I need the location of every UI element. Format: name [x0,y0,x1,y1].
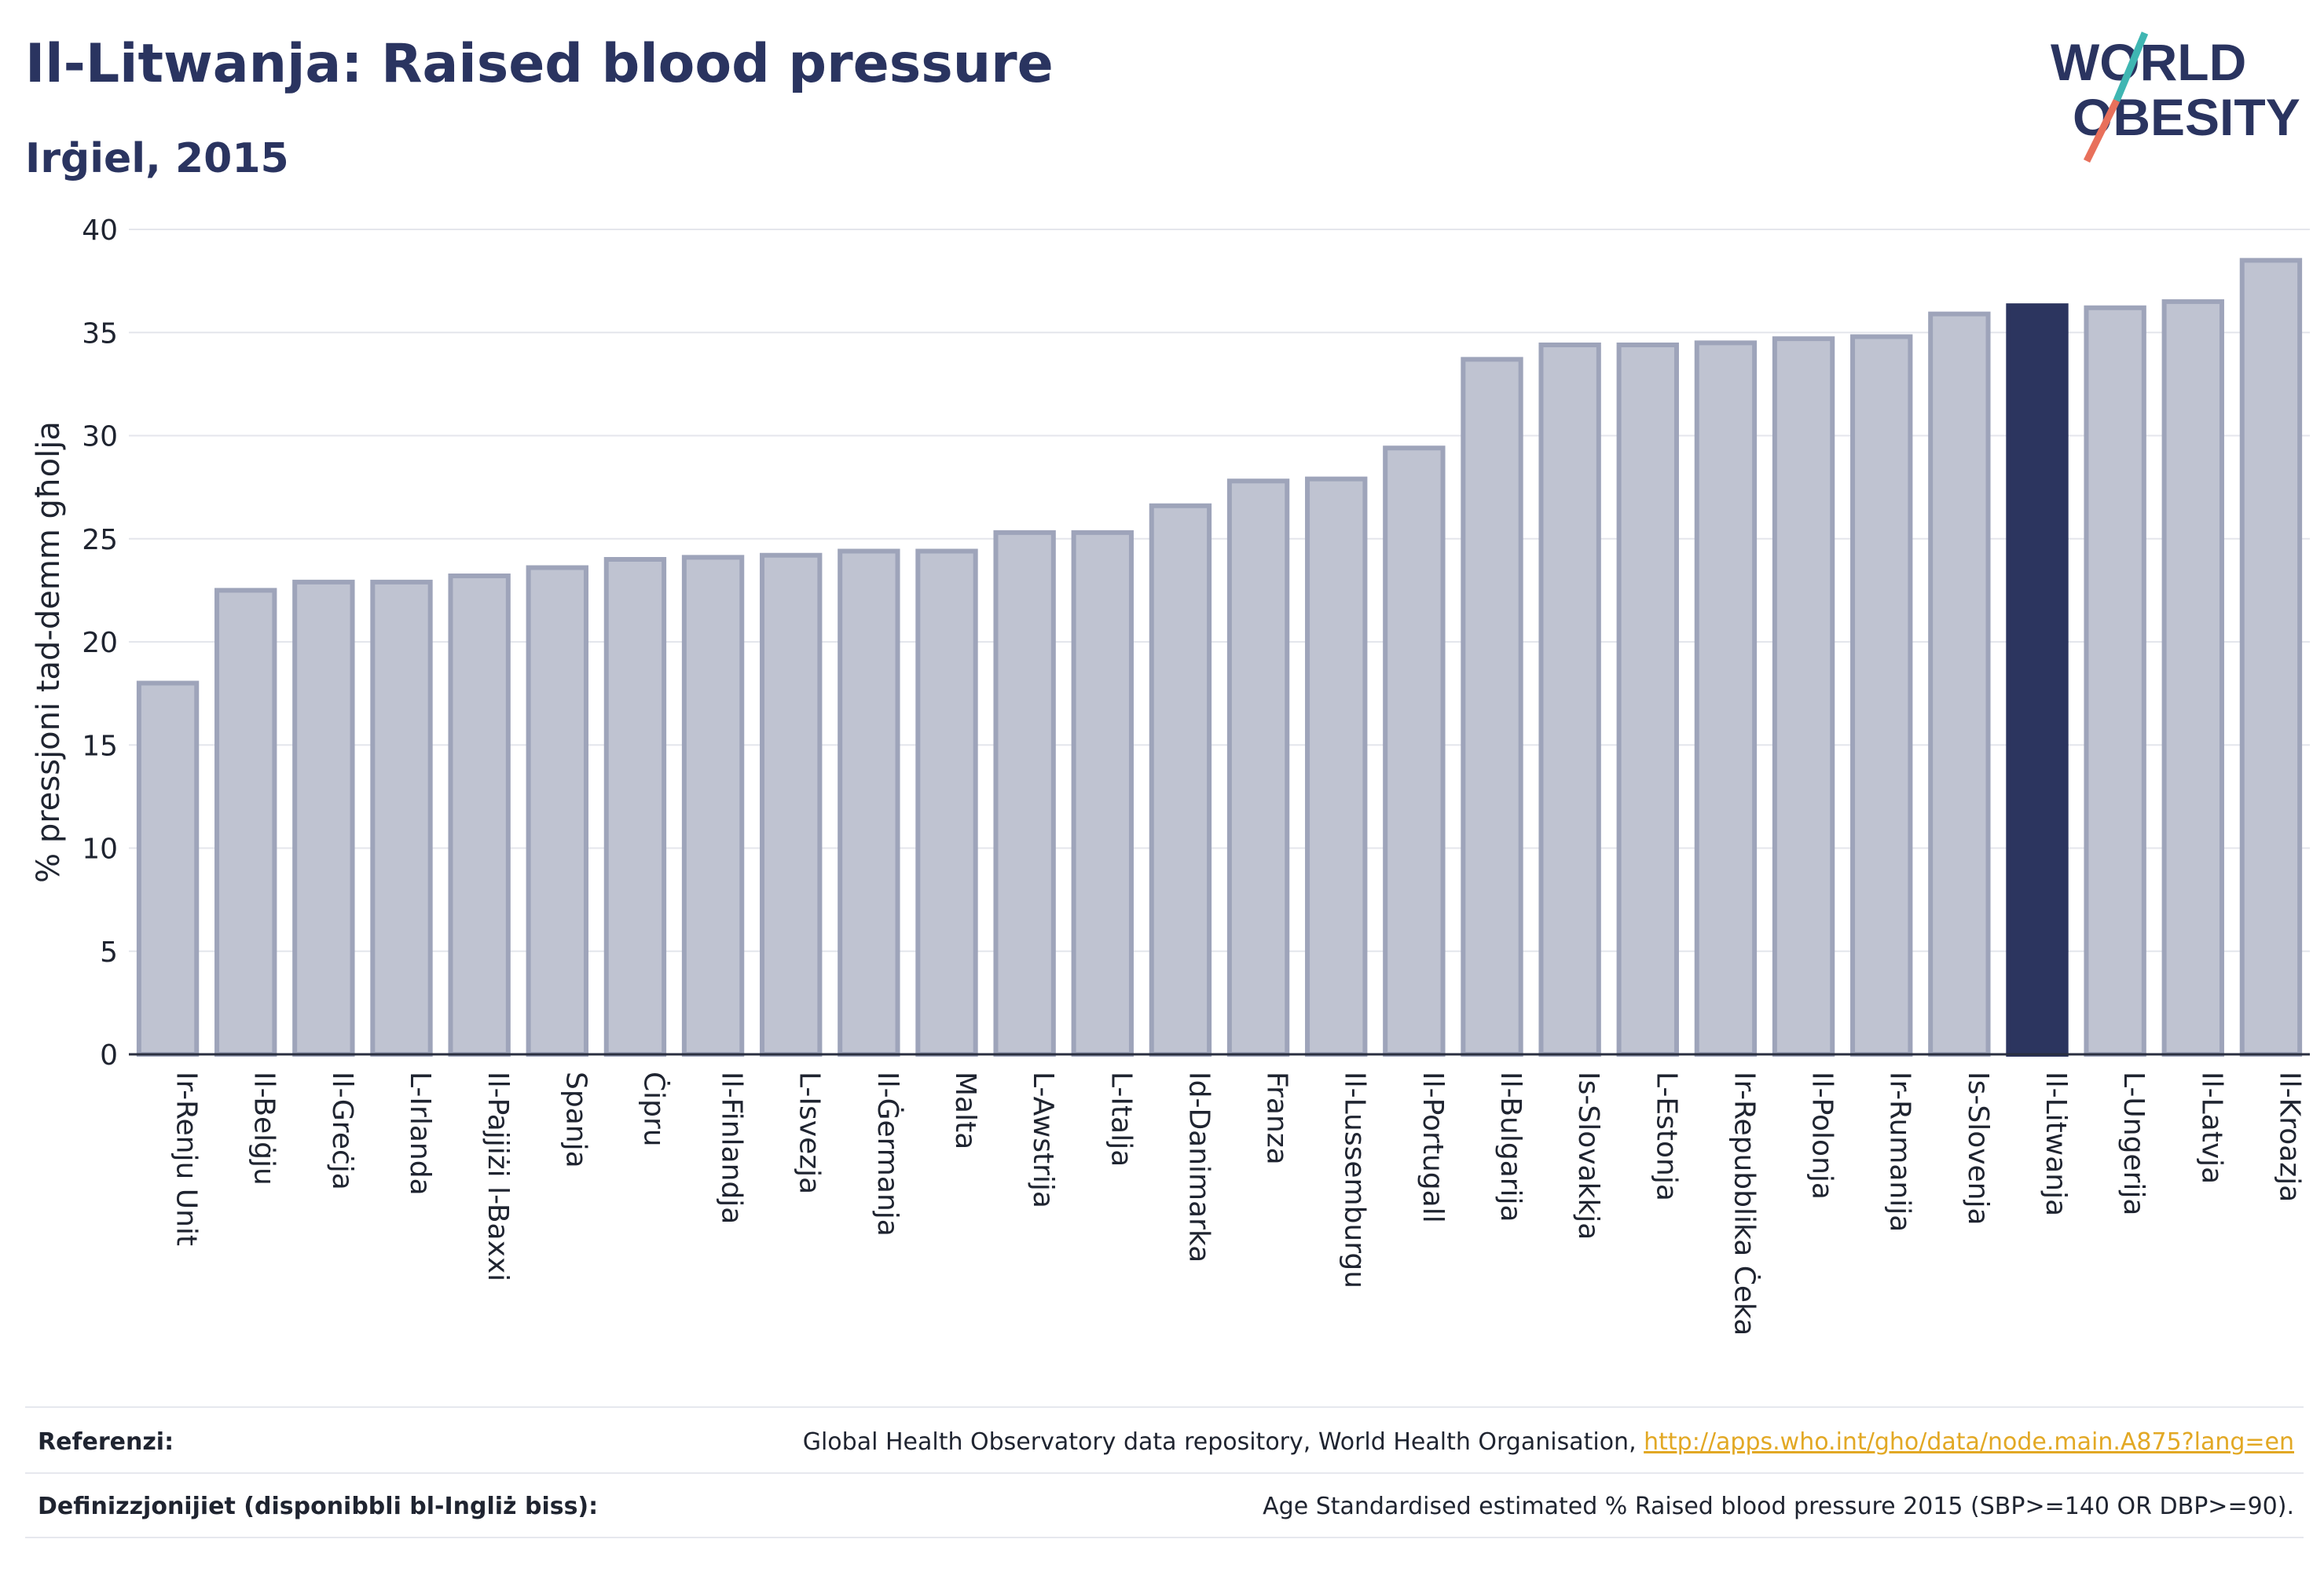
page-title: Il-Litwanja: Raised blood pressure [25,33,1054,95]
x-tick-label: L-Awstrija [1027,1072,1059,1208]
bar [1694,340,1758,1057]
page-subtitle: Irġiel, 2015 [25,135,289,182]
bar [448,574,511,1057]
y-tick-label: 25 [82,524,118,556]
x-tick-label: Ir-Repubblika Ċeka [1728,1072,1761,1336]
bar [760,552,823,1057]
x-tick-label: Franza [1261,1072,1293,1165]
bar [993,530,1056,1057]
bar [681,555,745,1057]
x-tick-label: L-Isvezja [794,1072,826,1194]
y-tick-label: 30 [82,421,118,453]
x-tick-label: Il-Latvja [2195,1072,2227,1184]
x-tick-label: Is-Slovenja [1962,1072,1994,1226]
x-tick-label: Il-Lussemburgu [1339,1072,1371,1288]
bar [136,680,200,1057]
bar [1226,478,1290,1057]
x-tick-label: Il-Ġermanja [871,1072,904,1237]
bar [1305,476,1368,1057]
bar [1850,334,1913,1057]
x-tick-label: Malta [949,1072,981,1149]
x-tick-label: Ir-Rumanija [1884,1072,1916,1232]
x-tick-label: Il-Greċja [326,1072,358,1190]
y-tick-label: 0 [100,1039,118,1072]
x-tick-label: Il-Kroazja [2273,1072,2305,1202]
x-tick-label: Spanja [559,1072,592,1168]
x-tick-label: Il-Bulgarija [1494,1072,1527,1222]
bar [1071,530,1134,1057]
bar [915,548,978,1057]
y-tick-label: 35 [82,317,118,350]
bar [603,557,667,1057]
x-tick-label: Ir-Renju Unit [170,1072,203,1246]
bar [370,579,433,1057]
bar [1149,503,1212,1057]
x-tick-label: Il-Pajjiżi l-Baxxi [482,1072,514,1281]
footer-divider-top [25,1406,2304,1408]
references-label: Referenzi: [38,1428,174,1456]
x-tick-label: L-Ungerija [2117,1072,2150,1215]
footer-divider-middle [25,1472,2304,1474]
logo-line1: WORLD [2051,33,2246,91]
y-tick-label: 10 [82,834,118,866]
x-tick-label: L-Estonja [1650,1072,1682,1201]
bar [214,588,277,1057]
bar [2006,303,2069,1057]
references-text: Global Health Observatory data repositor… [802,1428,1644,1456]
bar [292,579,355,1057]
world-obesity-logo: WORLD OBESITY [2051,31,2300,163]
x-tick-label: Il-Portugall [1417,1072,1449,1223]
bar [2084,305,2146,1057]
bar [2161,299,2224,1057]
x-tick-label: Il-Finlandja [716,1072,748,1224]
x-tick-label: Il-Polonja [1806,1072,1838,1200]
bar [838,548,900,1057]
x-tick-label: Il-Belġju [248,1072,280,1186]
references-link[interactable]: http://apps.who.int/gho/data/node.main.A… [1644,1428,2294,1456]
bar [1383,445,1446,1057]
bar [526,565,588,1057]
y-tick-label: 20 [82,627,118,659]
bar [1772,336,1835,1057]
logo-slash-teal [2113,31,2149,102]
bar [2239,258,2303,1057]
bar [1616,343,1679,1057]
x-tick-label: L-Irlanda [404,1072,436,1196]
footer-divider-bottom [25,1537,2304,1538]
x-tick-label: L-Italja [1105,1072,1137,1167]
x-tick-label: Il-Litwanja [2040,1072,2072,1216]
x-tick-label: Id-Danimarka [1182,1072,1215,1263]
bar [1538,343,1601,1057]
bar [1461,357,1523,1057]
bar [1928,311,1991,1057]
logo-slash-coral [2083,99,2121,163]
y-tick-label: 5 [100,936,118,969]
x-tick-label: Ċipru [637,1072,670,1147]
definitions-label: Definizzjonijiet (disponibbli bl-Ingliż … [38,1493,599,1520]
y-tick-label: 40 [82,214,118,247]
definitions-value: Age Standardised estimated % Raised bloo… [1263,1493,2294,1520]
x-tick-label: Is-Slovakkja [1572,1072,1604,1240]
bar-chart: 0 5 10 15 20 25 30 35 40 Ir-Renju Unit Il-Belġju Il… [82,214,2310,1336]
references-value: Global Health Observatory data repositor… [803,1428,2294,1456]
y-tick-label: 15 [82,730,118,762]
